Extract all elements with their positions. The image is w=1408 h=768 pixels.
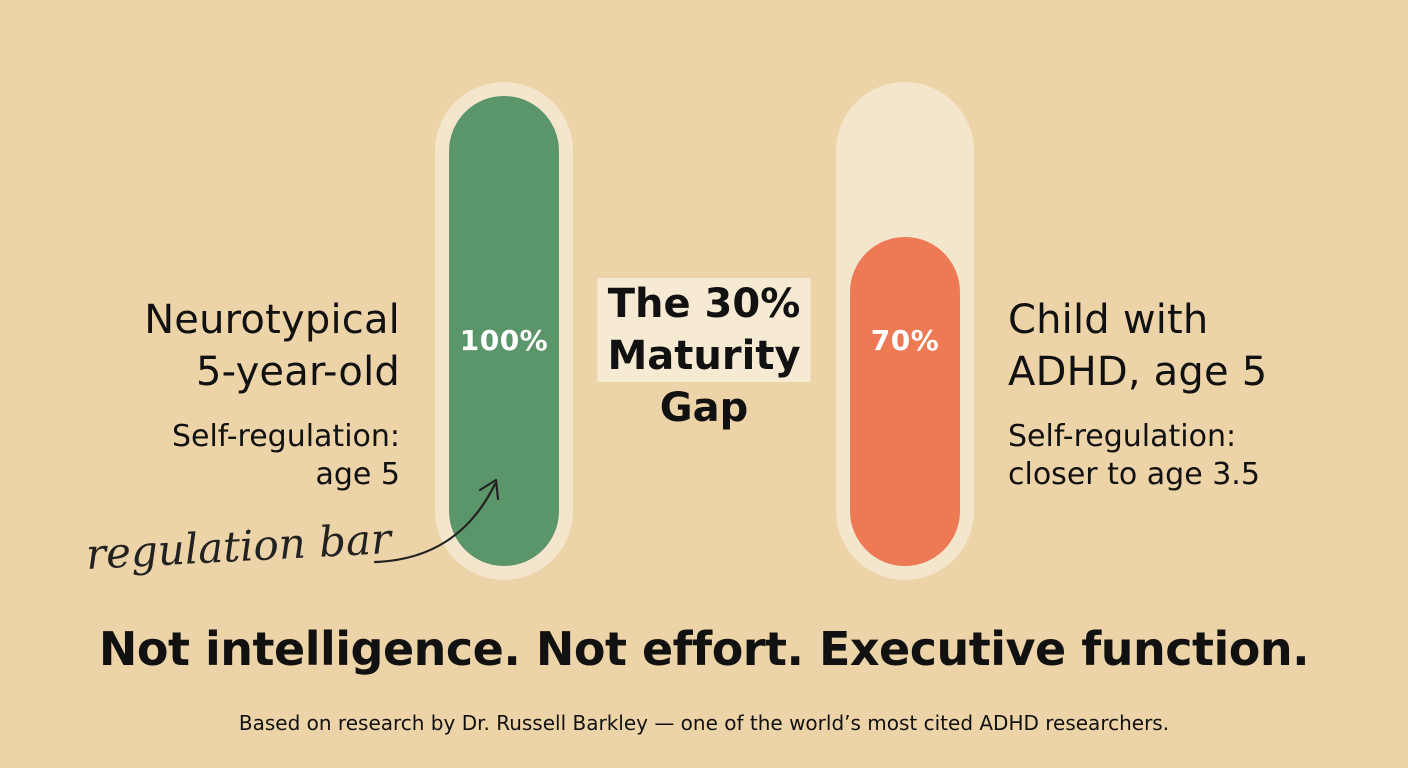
title-line-2: Maturity (597, 330, 811, 382)
tagline: Not intelligence. Not effort. Executive … (98, 622, 1310, 676)
regulation-bar-annotation: regulation bar (84, 514, 393, 579)
adhd-title-line2: ADHD, age 5 (1008, 349, 1268, 395)
neurotypical-title-line1: Neurotypical (144, 297, 400, 343)
adhd-sub-line2: closer to age 3.5 (1008, 457, 1260, 492)
title-line-3: Gap (659, 385, 749, 431)
neurotypical-subtitle: Self-regulation: age 5 (144, 418, 400, 494)
adhd-subtitle: Self-regulation: closer to age 3.5 (1008, 418, 1267, 494)
neurotypical-regulation-bar: 100% (435, 82, 573, 580)
neurotypical-title-line2: 5-year-old (195, 349, 400, 395)
neurotypical-label-block: Neurotypical 5-year-old Self-regulation:… (144, 294, 400, 494)
adhd-title-line1: Child with (1008, 297, 1209, 343)
adhd-regulation-fill (850, 237, 960, 566)
maturity-gap-title: The 30% Maturity Gap (597, 278, 811, 434)
adhd-label-block: Child with ADHD, age 5 Self-regulation: … (1008, 294, 1267, 494)
neurotypical-value-label: 100% (459, 324, 549, 357)
adhd-value-label: 70% (870, 324, 940, 357)
neurotypical-sub-line2: age 5 (315, 457, 400, 492)
source-citation: Based on research by Dr. Russell Barkley… (238, 711, 1170, 735)
adhd-sub-line1: Self-regulation: (1008, 419, 1237, 454)
adhd-regulation-bar: 70% (836, 82, 974, 580)
title-line-1: The 30% (597, 278, 811, 330)
neurotypical-sub-line1: Self-regulation: (171, 419, 400, 454)
